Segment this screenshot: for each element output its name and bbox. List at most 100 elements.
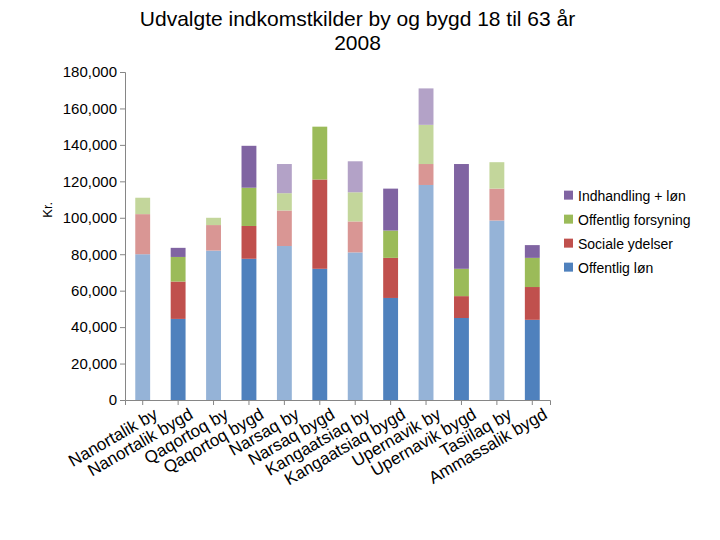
y-tick: 40,000 (71, 318, 125, 335)
bar-segment (206, 251, 221, 400)
bar-segment (419, 185, 434, 400)
y-tick-mark (120, 145, 125, 146)
bar-segment (312, 126, 327, 127)
legend-label: Offentlig løn (578, 260, 653, 276)
legend-swatch (564, 215, 573, 224)
bar-segment (171, 319, 186, 400)
y-tick-mark (120, 291, 125, 292)
y-tick-mark (120, 254, 125, 255)
x-tick-mark (461, 400, 462, 405)
chart: 0 20,000 40,000 60,000 80,000 100,000 120,000 1… (0, 0, 720, 540)
bar-segment (135, 214, 150, 254)
bar-segment (419, 88, 434, 124)
bar-segment (242, 226, 257, 259)
y-tick: 60,000 (71, 282, 125, 299)
bar-segment (242, 259, 257, 400)
x-tick-mark (319, 400, 320, 405)
x-tick-mark (355, 400, 356, 405)
plot: 0 20,000 40,000 60,000 80,000 100,000 120,000 1… (63, 63, 551, 489)
bar-segment (135, 198, 150, 214)
y-tick-label: 60,000 (71, 282, 117, 299)
y-tick-label: 80,000 (71, 246, 117, 263)
x-tick-mark (284, 400, 285, 405)
bar-segment (525, 258, 540, 287)
x-tick-mark (213, 400, 214, 405)
bar-segment (206, 218, 221, 225)
title-line: Udvalgte indkomstkilder by og bygd 18 ti… (140, 7, 575, 30)
bar-segment (277, 193, 292, 210)
bar-segment (454, 164, 469, 269)
x-axis: Nanortalik byNanortalik bygdQaqortoq byQ… (65, 400, 550, 489)
x-tick-mark (496, 400, 497, 405)
bar-segment (206, 217, 221, 218)
x-tick-mark (142, 400, 143, 405)
y-tick-label: 100,000 (63, 209, 117, 226)
legend-label: Offentlig forsyning (578, 212, 691, 228)
bar-segment (312, 127, 327, 180)
title: Udvalgte indkomstkilder by og bygd 18 ti… (140, 7, 575, 54)
y-axis-title: Kr. (40, 202, 55, 218)
bar-segment (419, 164, 434, 185)
y-tick: 160,000 (63, 100, 125, 117)
y-tick-mark (120, 327, 125, 328)
bar-segment (348, 192, 363, 221)
y-tick: 20,000 (71, 355, 125, 372)
y-tick-label: 160,000 (63, 100, 117, 117)
legend-item: Sociale ydelser (564, 236, 673, 252)
bar-segment (312, 269, 327, 400)
y-tick: 180,000 (63, 63, 125, 80)
y-tick-mark (120, 72, 125, 73)
bar-segment (383, 298, 398, 400)
bar-segment (348, 221, 363, 252)
bar-segment (277, 164, 292, 193)
y-axis-line (120, 73, 126, 401)
x-tick: Ammassalik bygd (425, 400, 550, 488)
bar-segment (135, 254, 150, 400)
bar-segment (525, 320, 540, 400)
x-tick-mark (390, 400, 391, 405)
y-tick-label: 180,000 (63, 63, 117, 80)
series (135, 125, 539, 296)
y-tick-mark (120, 400, 125, 401)
y-tick: 0 (109, 391, 125, 408)
title-line: 2008 (334, 31, 381, 54)
bar-segment (171, 248, 186, 257)
y-tick: 120,000 (63, 173, 125, 190)
bar-segment (383, 189, 398, 231)
x-tick-label: Ammassalik bygd (425, 405, 550, 488)
legend-swatch (564, 239, 573, 248)
legend-label: Sociale ydelser (578, 236, 673, 252)
y-tick-mark (120, 108, 125, 109)
x-axis-line (126, 401, 551, 406)
bar-segment (277, 210, 292, 246)
bar-segment (454, 269, 469, 296)
bar-segment (312, 180, 327, 269)
bar-segment (348, 252, 363, 400)
series (135, 185, 539, 400)
bar-segment (171, 257, 186, 282)
y-tick: 140,000 (63, 136, 125, 153)
x-tick-mark (426, 400, 427, 405)
bar-segment (206, 225, 221, 251)
legend-item: Offentlig forsyning (564, 212, 691, 228)
series (135, 164, 539, 320)
bar-segment (454, 318, 469, 400)
legend: Indhandling + løn Offentlig forsyning Soci… (564, 188, 691, 276)
y-axis: 0 20,000 40,000 60,000 80,000 100,000 120,000 1… (63, 63, 126, 408)
bar-segment (171, 282, 186, 319)
x-tick-mark (532, 400, 533, 405)
y-tick-label: 40,000 (71, 318, 117, 335)
y-tick-label: 120,000 (63, 173, 117, 190)
bar-segment (348, 161, 363, 192)
legend-item: Indhandling + løn (564, 188, 686, 204)
bar-segment (419, 125, 434, 164)
bar-segment (242, 188, 257, 226)
bar-segment (242, 146, 257, 188)
y-tick-mark (120, 218, 125, 219)
y-tick: 100,000 (63, 209, 125, 226)
y-tick: 80,000 (71, 246, 125, 263)
y-tick-mark (120, 364, 125, 365)
series (171, 88, 540, 268)
legend-swatch (564, 263, 573, 272)
x-tick-mark (248, 400, 249, 405)
